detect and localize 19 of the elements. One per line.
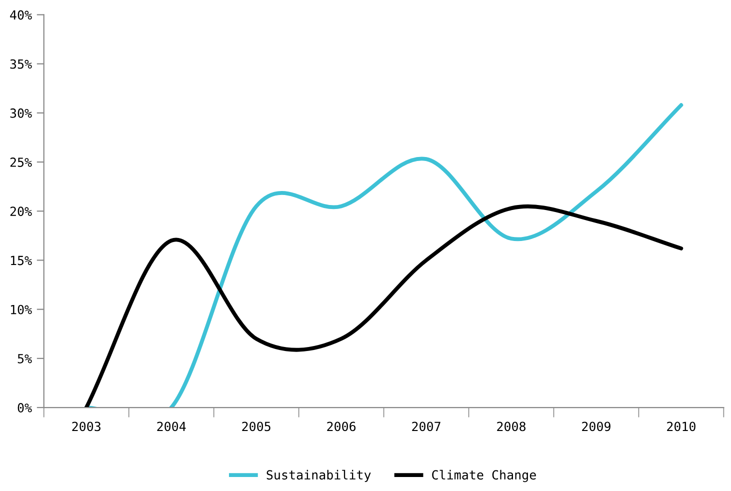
legend-label: Sustainability	[266, 470, 371, 482]
y-tick-label: 15%	[10, 256, 32, 266]
y-tick-label: 40%	[10, 10, 32, 20]
y-tick-label: 25%	[10, 158, 32, 167]
x-tick-label: 2006	[327, 422, 356, 432]
y-tick-label: 0%	[18, 403, 32, 412]
x-tick-label: 2008	[497, 422, 526, 432]
x-tick-label: 2007	[412, 422, 440, 432]
x-tick-label: 2003	[72, 422, 100, 432]
y-tick-label: 20%	[10, 206, 32, 216]
y-tick-label: 10%	[10, 304, 32, 314]
y-tick-label: 5%	[18, 354, 32, 364]
y-tick-label: 30%	[10, 108, 32, 118]
legend-label: Climate Change	[432, 470, 536, 482]
y-tick-label: 35%	[10, 59, 32, 69]
x-tick-label: 2005	[242, 422, 270, 432]
x-tick-label: 2009	[582, 422, 610, 432]
x-tick-label: 2004	[157, 422, 186, 432]
x-tick-label: 2010	[667, 422, 696, 432]
